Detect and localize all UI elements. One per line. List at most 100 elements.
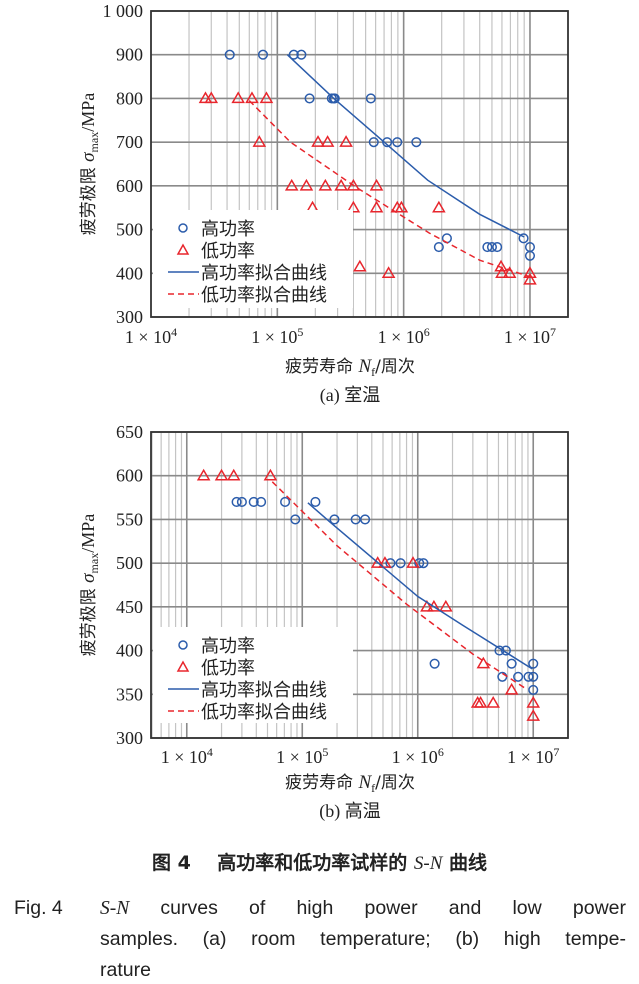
x-tick-exp: 7 [553,745,559,759]
low-power-point [320,135,335,147]
low-power-point [263,468,278,481]
x-tick-exp: 5 [297,325,303,339]
x-tick-exp: 4 [207,745,213,759]
low-power-point [299,178,314,191]
x-tick-exp: 7 [550,325,556,339]
high-power-point [433,242,444,253]
plot-frame [150,10,569,318]
x-tick-base: 1 × 10 [392,747,438,767]
low-power-point [432,200,446,213]
legend-label: 低功率 [201,658,255,679]
y-tick-label: 300 [116,728,143,748]
figure-number-cn: 图 4 [151,852,191,874]
y-label-text: 疲劳极限 [79,162,99,235]
high-power-point [411,137,422,148]
low-power-point [420,599,434,612]
y-tick-label: 500 [116,220,143,240]
high-power-point [392,137,403,148]
caption-cn-sn: S-N [413,853,443,874]
x-tick-exp: 6 [438,745,444,759]
high-power-point [329,514,340,525]
high-power-point [296,49,307,60]
low-power-point [353,259,367,272]
x-tick-exp: 5 [322,745,328,759]
x-label-var: N [357,772,372,793]
high-power-point [524,250,536,261]
legend-triangle-icon [176,660,190,672]
low-power-point [196,468,211,481]
x-tick-label: 1 × 105 [251,325,303,347]
low-power-point [318,178,333,191]
low-power-point [204,91,219,104]
low-power-point [502,266,517,279]
x-axis-label: 疲劳寿命 Nf/周次 [285,772,415,795]
high-power-point [513,671,524,682]
x-label-sub: f [371,781,375,795]
x-tick-base: 1 × 10 [378,327,424,347]
low-power-point [259,91,274,104]
caption-cn-tail: 曲线 [442,852,488,874]
high-power-point [395,558,406,569]
x-label-var: N [357,356,372,377]
low-power-point [486,696,500,708]
legend-label: 低功率拟合曲线 [201,702,327,723]
low-power-point [369,178,384,191]
high-power-point [236,496,247,507]
high-power-point [231,496,242,507]
high-power-point [256,496,267,507]
y-label-unit: /MPa [78,93,98,132]
high-power-point [486,242,497,253]
low-power-point [231,91,245,104]
legend-triangle-icon [176,243,190,255]
high-power-point [506,658,517,669]
low-power-point [214,468,229,481]
high-power-point [360,514,371,525]
y-tick-label: 1 000 [103,1,144,21]
low-power-point [252,135,267,147]
high-power-point [418,558,429,569]
low-power-point [381,266,396,279]
high-power-point [257,49,269,60]
y-label-unit: /MPa [78,514,98,553]
y-tick-label: 900 [116,45,143,65]
high-power-point [368,137,379,148]
y-label-var: σ [78,573,99,583]
high-power-point [500,645,511,656]
low-power-point [334,178,348,191]
legend-label: 高功率拟合曲线 [201,263,327,284]
high-power-point [492,242,503,253]
x-tick-exp: 6 [424,325,430,339]
low-power-point [523,266,537,279]
x-label-unit: /周次 [375,773,415,793]
y-tick-label: 600 [116,176,143,196]
figure-caption-en: Fig. 4 S-N curves of high power and low … [14,893,626,984]
low-power-point [439,599,453,612]
y-axis-label: 疲劳极限 σmax/MPa [78,93,101,235]
caption-cn-text: 高功率和低功率试样的 [217,852,414,874]
legend-label: 低功率拟合曲线 [201,285,327,306]
y-label-sub: max [87,553,101,574]
high-power-point [528,658,539,669]
x-tick-base: 1 × 10 [125,327,171,347]
y-tick-label: 700 [116,132,143,152]
high-power-point [350,514,361,525]
y-tick-label: 450 [116,597,143,617]
legend-label: 低功率 [201,241,255,262]
low-power-point [504,682,519,695]
high-power-fit-curve [307,502,533,670]
low-power-point [526,696,541,708]
caption-en-line-3: rature [100,959,151,981]
legend-label: 高功率拟合曲线 [201,680,327,701]
low-power-point [346,178,361,191]
y-tick-label: 400 [116,263,143,283]
x-label-text: 疲劳寿命 [285,773,358,793]
low-power-point [226,468,241,481]
subfigure-caption: (b) 高温 [319,801,381,822]
low-power-point [406,556,420,568]
y-label-text: 疲劳极限 [79,583,99,656]
high-power-point [304,93,315,104]
low-power-point [339,135,353,147]
